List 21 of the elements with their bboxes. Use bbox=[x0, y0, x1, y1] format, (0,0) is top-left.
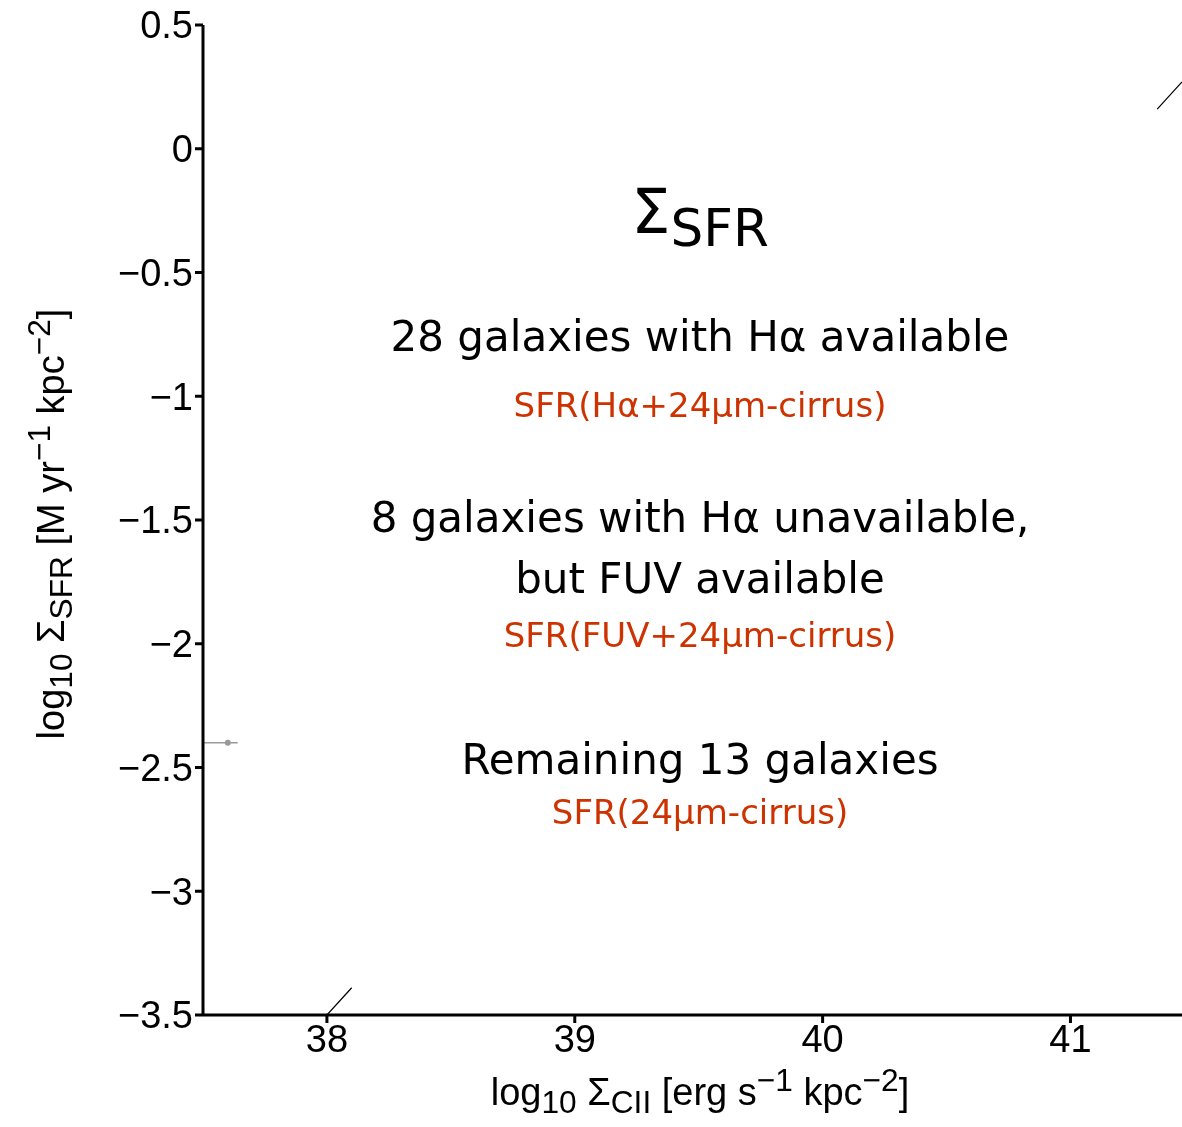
annotation: 28 galaxies with Hα available bbox=[389, 312, 1011, 363]
y-tick-label: 0 bbox=[171, 128, 193, 171]
y-tick-label: −3.5 bbox=[117, 994, 193, 1037]
y-tick-label: −2.5 bbox=[117, 746, 193, 789]
x-tick-label: 38 bbox=[305, 1017, 349, 1060]
text: log$_{10}$ Σ$_{CII}$ [erg s$^{−1}$ kpc$^{−2}$] bbox=[490, 1062, 910, 1121]
annotation: Remaining 13 galaxies bbox=[460, 735, 940, 786]
y-tick-label: −3 bbox=[149, 870, 193, 913]
annotation: Σ$_{SFR}$ bbox=[630, 175, 770, 260]
annotation: SFR(24µm-cirrus) bbox=[550, 792, 850, 833]
y-tick-label: 0.5 bbox=[140, 4, 193, 47]
annotation: SFR(Hα+24µm-cirrus) bbox=[512, 385, 888, 426]
x-tick-label: 39 bbox=[553, 1017, 596, 1060]
annotation: SFR(FUV+24µm-cirrus) bbox=[502, 615, 898, 656]
annotation: 8 galaxies with Hα unavailable, but FUV available bbox=[369, 492, 1031, 605]
x-tick-label: 41 bbox=[1049, 1017, 1092, 1060]
x-tick-label: 40 bbox=[801, 1017, 844, 1060]
y-tick-label: −1 bbox=[149, 375, 193, 418]
y-tick-label: −0.5 bbox=[117, 251, 193, 294]
y-tick-label: −1.5 bbox=[117, 499, 193, 542]
y-tick-label: −2 bbox=[149, 623, 193, 666]
